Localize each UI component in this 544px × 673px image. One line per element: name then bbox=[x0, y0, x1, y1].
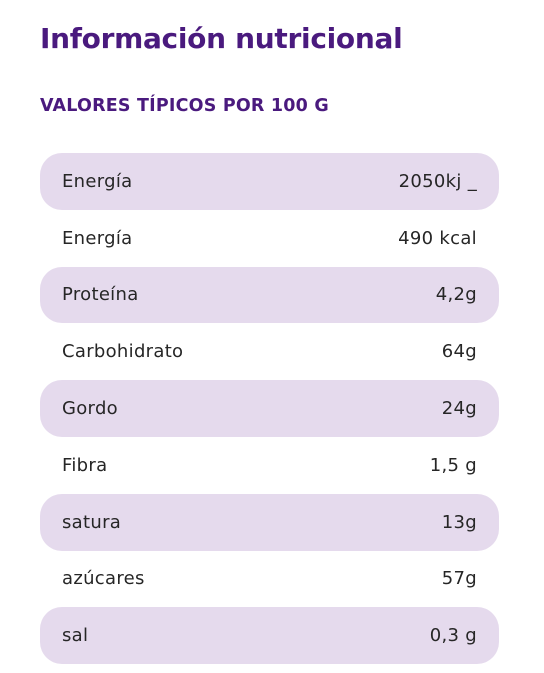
nutrition-row-energy-kcal: Energía 490 kcal bbox=[40, 210, 499, 267]
nutrition-row-protein: Proteína 4,2g bbox=[40, 266, 499, 324]
nutrient-value: 1,5 g bbox=[429, 454, 477, 476]
nutrient-label: Energía bbox=[62, 227, 133, 249]
nutrition-row-fat: Gordo 24g bbox=[40, 380, 499, 437]
nutrition-row-saturated: satura 13g bbox=[40, 493, 499, 551]
nutrition-row-sugars: azúcares 57g bbox=[40, 551, 499, 608]
nutrient-value: 0,3 g bbox=[429, 625, 477, 647]
nutrient-label: satura bbox=[62, 511, 122, 533]
page-title: Información nutricional bbox=[40, 22, 403, 55]
nutrient-value: 490 kcal bbox=[398, 227, 477, 249]
nutrition-table: Energía 2050kj _ Energía 490 kcal Proteí… bbox=[40, 153, 499, 665]
nutrition-row-carbohydrate: Carbohidrato 64g bbox=[40, 323, 499, 380]
nutrient-value: 13g bbox=[441, 511, 477, 533]
section-subtitle: VALORES TÍPICOS POR 100 G bbox=[40, 96, 329, 116]
nutrient-label: Proteína bbox=[62, 284, 139, 306]
nutrition-row-energy-kj: Energía 2050kj _ bbox=[40, 153, 499, 210]
nutrient-value: 24g bbox=[441, 398, 477, 420]
nutrient-value: 2050kj _ bbox=[398, 170, 477, 192]
nutrient-label: sal bbox=[62, 625, 89, 647]
nutrient-value: 57g bbox=[441, 568, 477, 590]
nutrient-label: azúcares bbox=[62, 568, 145, 590]
nutrient-label: Energía bbox=[62, 170, 133, 192]
nutrient-label: Gordo bbox=[62, 398, 118, 420]
nutrition-row-salt: sal 0,3 g bbox=[40, 607, 499, 665]
nutrient-label: Fibra bbox=[62, 454, 108, 476]
nutrient-value: 64g bbox=[441, 341, 477, 363]
nutrition-row-fiber: Fibra 1,5 g bbox=[40, 437, 499, 494]
nutrient-value: 4,2g bbox=[435, 284, 477, 306]
nutrient-label: Carbohidrato bbox=[62, 341, 184, 363]
